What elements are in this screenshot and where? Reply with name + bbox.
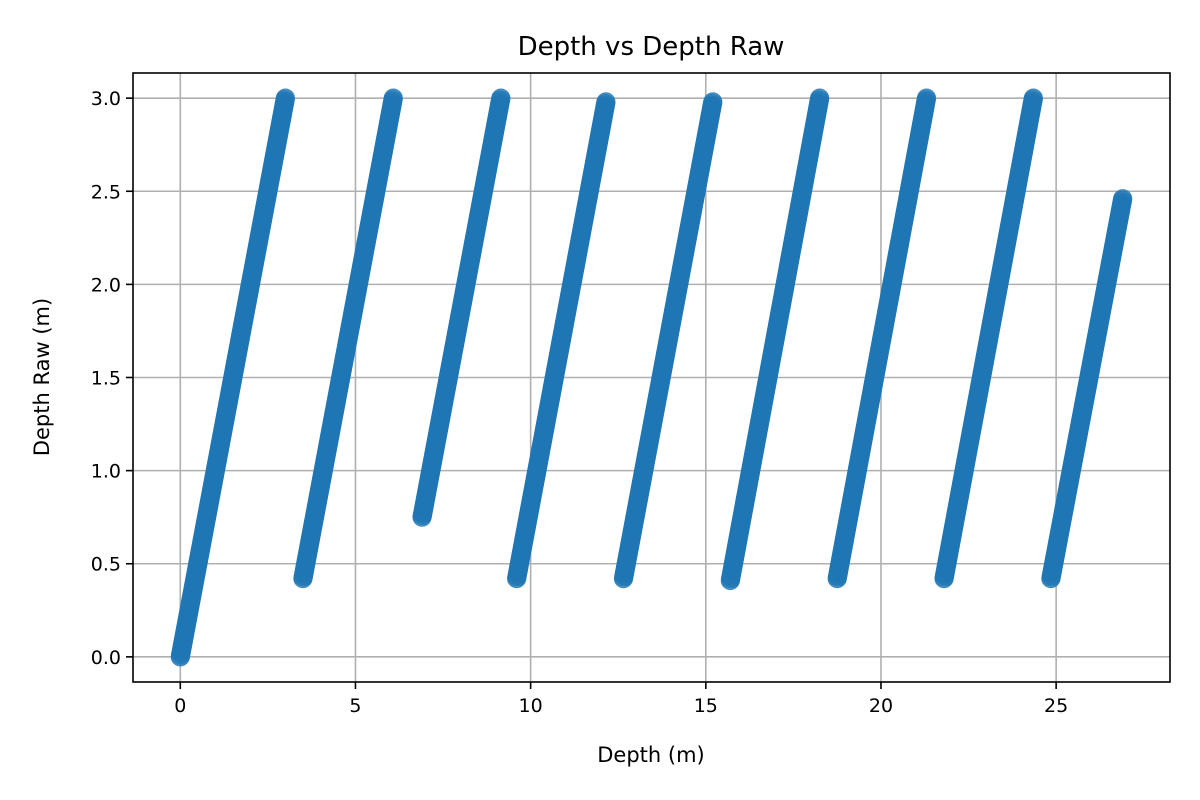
y-tick-label: 2.5 <box>91 181 121 203</box>
data-point <box>491 88 511 108</box>
x-tick-label: 0 <box>174 695 186 717</box>
x-tick-label: 25 <box>1044 695 1068 717</box>
data-point <box>383 88 403 108</box>
y-tick-label: 1.5 <box>91 368 121 390</box>
data-point <box>275 88 295 108</box>
y-tick-label: 1.0 <box>91 461 121 483</box>
y-tick-label: 0.0 <box>91 647 121 669</box>
data-point <box>703 92 723 112</box>
data-layer <box>170 88 1133 667</box>
y-tick-label: 2.0 <box>91 274 121 296</box>
x-tick-label: 15 <box>694 695 718 717</box>
data-point <box>810 88 830 108</box>
data-point <box>1113 189 1133 209</box>
x-tick-label: 10 <box>519 695 543 717</box>
y-tick-label: 0.5 <box>91 554 121 576</box>
x-tick-label: 20 <box>869 695 893 717</box>
chart-title: Depth vs Depth Raw <box>518 32 785 62</box>
data-point <box>596 92 616 112</box>
data-point <box>1023 88 1043 108</box>
data-point <box>916 88 937 108</box>
y-axis-label: Depth Raw (m) <box>30 298 54 456</box>
x-tick-label: 5 <box>349 695 361 717</box>
x-axis-label: Depth (m) <box>597 743 704 767</box>
y-tick-label: 3.0 <box>91 88 121 110</box>
tick-layer: 0 5 10 15 20 25 0.0 0.5 1.0 1.5 2.0 2.5 3.0 <box>91 88 1068 717</box>
